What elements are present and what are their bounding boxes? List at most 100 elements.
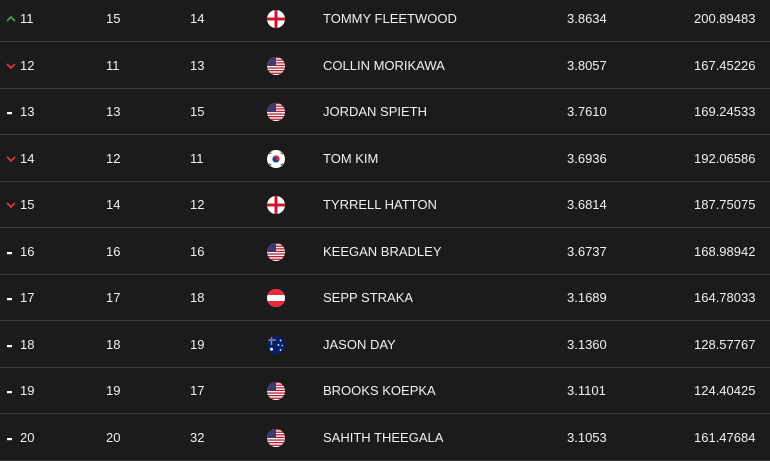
total-points-cell: 192.06586: [694, 151, 756, 166]
movement-indicator: [5, 0, 19, 42]
year-end-rank-cell: 14: [190, 11, 205, 26]
country-flag: [267, 0, 285, 42]
total-points-cell: 187.75075: [694, 197, 756, 212]
table-row[interactable]: 18 18 19 JASON DAY 3.1360 128.57767: [0, 322, 770, 368]
player-name-link[interactable]: JASON DAY: [323, 337, 396, 352]
movement-indicator: [5, 89, 19, 135]
flag-usa-icon: [267, 57, 285, 75]
movement-indicator: [5, 43, 19, 89]
total-points-cell: 167.45226: [694, 58, 756, 73]
movement-indicator: [5, 136, 19, 182]
average-points-cell: 3.1689: [567, 290, 607, 305]
last-week-rank-cell: 19: [106, 383, 121, 398]
average-points-cell: 3.7610: [567, 104, 607, 119]
arrow-down-icon: [6, 156, 16, 163]
flag-austria-icon: [267, 289, 285, 307]
last-week-rank-cell: 16: [106, 244, 121, 259]
last-week-rank-cell: 15: [106, 11, 121, 26]
table-row[interactable]: 19 19 17 BROOKS KOEPKA 3.1101 124.40425: [0, 368, 770, 414]
arrow-down-icon: [6, 202, 16, 209]
country-flag: [267, 368, 285, 414]
last-week-rank-cell: 13: [106, 104, 121, 119]
player-name-link[interactable]: KEEGAN BRADLEY: [323, 244, 442, 259]
total-points-cell: 161.47684: [694, 430, 756, 445]
player-name-link[interactable]: COLLIN MORIKAWA: [323, 58, 445, 73]
movement-indicator: [5, 415, 19, 461]
year-end-rank-cell: 32: [190, 430, 205, 445]
movement-indicator: [5, 368, 19, 414]
average-points-cell: 3.8057: [567, 58, 607, 73]
rank-cell: 11: [20, 11, 34, 26]
arrow-down-icon: [6, 63, 16, 70]
movement-indicator: [5, 322, 19, 368]
table-row[interactable]: 14 12 11 TOM KIM 3.6936 192.06586: [0, 136, 770, 182]
average-points-cell: 3.1053: [567, 430, 607, 445]
country-flag: [267, 229, 285, 275]
player-name-link[interactable]: SAHITH THEEGALA: [323, 430, 444, 445]
average-points-cell: 3.1360: [567, 337, 607, 352]
arrow-up-icon: [6, 15, 16, 22]
player-name-link[interactable]: TOM KIM: [323, 151, 379, 166]
player-name-link[interactable]: TOMMY FLEETWOOD: [323, 11, 457, 26]
year-end-rank-cell: 15: [190, 104, 205, 119]
country-flag: [267, 275, 285, 321]
total-points-cell: 200.89483: [694, 11, 756, 26]
total-points-cell: 128.57767: [694, 337, 756, 352]
table-row[interactable]: 20 20 32 SAHITH THEEGALA 3.1053 161.4768…: [0, 415, 770, 461]
table-row[interactable]: 12 11 13 COLLIN MORIKAWA 3.8057 167.4522…: [0, 43, 770, 89]
average-points-cell: 3.8634: [567, 11, 607, 26]
year-end-rank-cell: 19: [190, 337, 205, 352]
country-flag: [267, 136, 285, 182]
year-end-rank-cell: 12: [190, 197, 205, 212]
rank-cell: 15: [20, 197, 35, 212]
flag-england-icon: [267, 196, 285, 214]
table-row[interactable]: 16 16 16 KEEGAN BRADLEY 3.6737 168.98942: [0, 229, 770, 275]
last-week-rank-cell: 20: [106, 430, 121, 445]
country-flag: [267, 89, 285, 135]
country-flag: [267, 182, 285, 228]
player-name-link[interactable]: SEPP STRAKA: [323, 290, 414, 305]
rank-cell: 12: [20, 58, 35, 73]
rank-cell: 14: [20, 151, 35, 166]
rank-cell: 19: [20, 383, 35, 398]
movement-indicator: [5, 229, 19, 275]
rank-cell: 13: [20, 104, 35, 119]
player-name-link[interactable]: TYRRELL HATTON: [323, 197, 437, 212]
movement-indicator: [5, 182, 19, 228]
flag-usa-icon: [267, 382, 285, 400]
average-points-cell: 3.6936: [567, 151, 607, 166]
average-points-cell: 3.6814: [567, 197, 607, 212]
table-row[interactable]: 11 15 14 TOMMY FLEETWOOD 3.8634 200.8948…: [0, 0, 770, 42]
dash-icon: [7, 438, 12, 441]
year-end-rank-cell: 11: [190, 151, 204, 166]
dash-icon: [7, 345, 12, 348]
flag-australia-icon: [267, 336, 285, 354]
player-name-link[interactable]: BROOKS KOEPKA: [323, 383, 436, 398]
flag-south-korea-icon: [267, 150, 285, 168]
country-flag: [267, 322, 285, 368]
country-flag: [267, 415, 285, 461]
year-end-rank-cell: 17: [190, 383, 205, 398]
last-week-rank-cell: 17: [106, 290, 121, 305]
average-points-cell: 3.6737: [567, 244, 607, 259]
country-flag: [267, 43, 285, 89]
year-end-rank-cell: 16: [190, 244, 205, 259]
year-end-rank-cell: 18: [190, 290, 205, 305]
total-points-cell: 124.40425: [694, 383, 756, 398]
table-row[interactable]: 15 14 12 TYRRELL HATTON 3.6814 187.75075: [0, 182, 770, 228]
table-row[interactable]: 13 13 15 JORDAN SPIETH 3.7610 169.24533: [0, 89, 770, 135]
table-row[interactable]: 17 17 18 SEPP STRAKA 3.1689 164.78033: [0, 275, 770, 321]
year-end-rank-cell: 13: [190, 58, 205, 73]
total-points-cell: 169.24533: [694, 104, 756, 119]
dash-icon: [7, 391, 12, 394]
rank-cell: 17: [20, 290, 35, 305]
rank-cell: 18: [20, 337, 35, 352]
flag-usa-icon: [267, 243, 285, 261]
player-name-link[interactable]: JORDAN SPIETH: [323, 104, 428, 119]
last-week-rank-cell: 14: [106, 197, 121, 212]
rank-cell: 20: [20, 430, 35, 445]
last-week-rank-cell: 18: [106, 337, 121, 352]
last-week-rank-cell: 11: [106, 58, 120, 73]
flag-usa-icon: [267, 429, 285, 447]
